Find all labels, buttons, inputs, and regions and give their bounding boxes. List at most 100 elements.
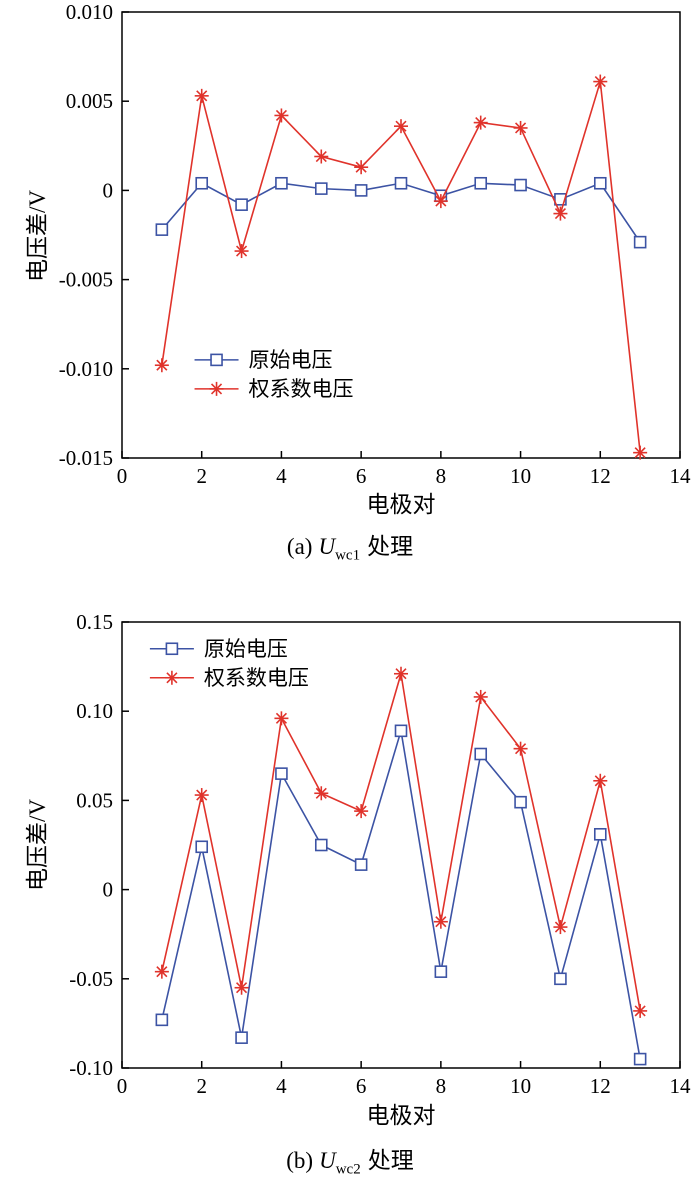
square-marker [235, 1031, 248, 1044]
asterisk-marker [634, 447, 646, 459]
caption-b-symbol: U [319, 1148, 336, 1173]
asterisk-marker [156, 966, 168, 978]
x-tick-label: 8 [436, 464, 447, 488]
caption-a-text: 处理 [367, 534, 414, 559]
asterisk-marker [196, 90, 208, 102]
square-marker [235, 198, 248, 211]
y-tick-label: 0.05 [76, 788, 113, 812]
asterisk-marker [196, 789, 208, 801]
square-marker [195, 176, 209, 190]
square-marker [165, 642, 179, 656]
caption-a: (a) Uwc1 处理 [0, 532, 700, 564]
x-tick-label: 2 [196, 1074, 207, 1098]
asterisk-marker [275, 712, 287, 724]
square-marker [314, 838, 328, 852]
x-tick-label: 4 [276, 464, 287, 488]
square-marker [554, 193, 567, 206]
plot-frame [121, 621, 681, 1069]
x-axis-label-b: 电极对 [366, 1103, 436, 1128]
square-marker [593, 827, 607, 841]
asterisk-marker [435, 195, 447, 207]
y-tick-label: -0.010 [59, 357, 113, 381]
asterisk-marker [395, 120, 407, 132]
chart-b-canvas: 0 2 4 6 8 10 12 14 0.15 0.10 0.05 0 -0.05 -0.10 原始电压权系… [69, 610, 692, 1098]
x-tick-label: 10 [510, 464, 531, 488]
square-marker [633, 235, 647, 249]
x-tick-label: 14 [670, 464, 692, 488]
x-tick-label: 12 [590, 464, 611, 488]
asterisk-marker [594, 775, 606, 787]
y-tick-label: 0 [103, 878, 114, 902]
square-marker [474, 747, 488, 761]
caption-a-symbol: U [318, 534, 336, 559]
square-marker [195, 840, 209, 854]
asterisk-marker [275, 109, 287, 122]
caption-b: (b) Uwc2 处理 [0, 1146, 700, 1178]
y-tick-label: -0.005 [59, 268, 113, 292]
series-line-1 [161, 81, 641, 453]
caption-b-index: (b) [286, 1148, 314, 1173]
square-marker [474, 176, 488, 190]
y-tick-label: 0.10 [76, 699, 113, 723]
caption-b-subscript: wc2 [335, 1161, 361, 1178]
square-marker [593, 176, 607, 190]
legend-label: 原始电压 [249, 348, 333, 372]
asterisk-marker [156, 359, 168, 371]
plot-frame [121, 11, 681, 459]
x-tick-label: 0 [117, 1074, 128, 1098]
x-tick-label: 4 [276, 1074, 287, 1098]
caption-b-text: 处理 [367, 1148, 414, 1173]
series-line-0 [161, 182, 641, 243]
asterisk-marker [475, 117, 487, 129]
asterisk-marker [594, 76, 606, 88]
x-tick-label: 2 [196, 464, 207, 488]
x-tick-label: 6 [356, 1074, 367, 1098]
square-marker [314, 182, 328, 195]
asterisk-marker [395, 668, 407, 680]
square-marker [275, 176, 288, 190]
chart-a-canvas: 0 2 4 6 8 10 12 14 0.010 0.005 0 -0.005 -0.010 -0.015… [59, 0, 692, 488]
square-marker [354, 184, 368, 197]
x-tick-label: 6 [356, 464, 367, 488]
asterisk-marker [634, 1005, 646, 1017]
x-axis-label-a: 电极对 [366, 492, 436, 517]
asterisk-marker [554, 208, 566, 220]
square-marker [514, 178, 527, 192]
x-tick-label: 14 [670, 1074, 692, 1098]
asterisk-marker [475, 691, 487, 703]
y-axis-label-a: 电压差/V [25, 190, 50, 282]
square-marker [434, 965, 448, 978]
y-tick-label: 0.010 [66, 0, 113, 24]
y-tick-label: -0.015 [59, 446, 113, 470]
caption-a-subscript: wc1 [335, 547, 361, 564]
y-tick-label: 0 [103, 178, 114, 202]
x-tick-label: 0 [117, 464, 128, 488]
square-marker [633, 1052, 647, 1066]
square-marker [210, 353, 223, 367]
asterisk-marker [515, 743, 527, 755]
square-marker [394, 176, 408, 190]
asterisk-marker [315, 787, 327, 799]
asterisk-marker [554, 921, 566, 933]
x-tick-label: 10 [510, 1074, 531, 1098]
x-tick-label: 8 [436, 1074, 447, 1098]
asterisk-marker [210, 383, 223, 395]
asterisk-marker [315, 150, 327, 163]
y-tick-label: -0.05 [69, 967, 113, 991]
legend-label: 权系数电压 [249, 377, 354, 401]
y-tick-label: 0.15 [76, 610, 113, 634]
y-axis-label-b: 电压差/V [25, 799, 50, 891]
square-marker [275, 767, 288, 780]
legend-label: 原始电压 [204, 637, 288, 661]
asterisk-marker [435, 916, 447, 928]
square-marker [155, 223, 169, 236]
x-tick-label: 12 [590, 1074, 611, 1098]
y-tick-label: -0.10 [69, 1056, 113, 1080]
square-marker [155, 1013, 169, 1027]
asterisk-marker [355, 161, 367, 173]
caption-a-index: (a) [286, 534, 313, 559]
asterisk-marker [166, 672, 178, 684]
legend-label: 权系数电压 [204, 666, 309, 690]
square-marker [354, 858, 368, 871]
square-marker [394, 724, 408, 738]
